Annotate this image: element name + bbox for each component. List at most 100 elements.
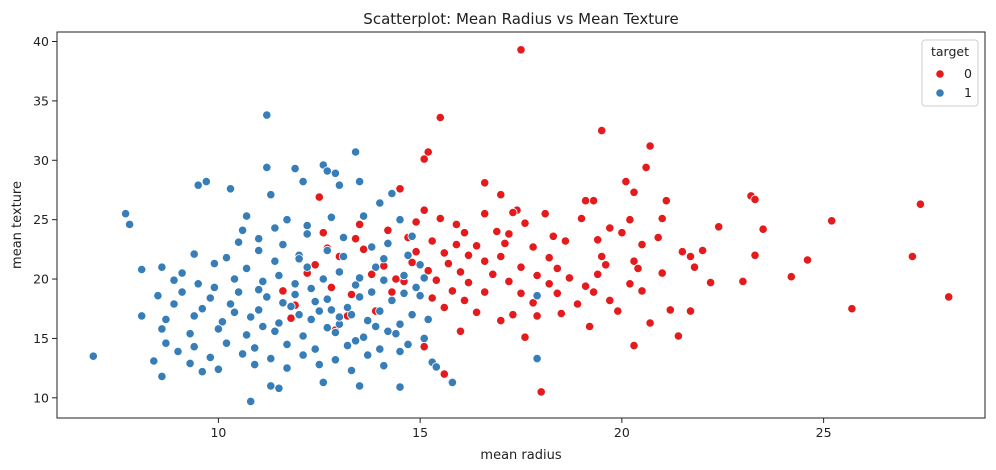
- point-target-0-46: [528, 242, 538, 252]
- point-target-1-151: [229, 307, 240, 317]
- point-target-1-7: [298, 177, 308, 187]
- point-target-1-132: [532, 353, 542, 364]
- legend: target 0 1: [921, 39, 979, 107]
- point-target-1-60: [350, 280, 361, 290]
- point-target-1-76: [225, 299, 236, 309]
- point-target-0-78: [431, 275, 441, 285]
- point-target-1-80: [342, 302, 353, 313]
- point-target-0-40: [758, 224, 768, 234]
- x-tick-label-15: 15: [412, 425, 428, 440]
- point-target-1-154: [310, 296, 320, 307]
- point-target-0-7: [641, 162, 651, 172]
- point-target-0-18: [621, 177, 631, 187]
- point-target-0-3: [645, 141, 655, 151]
- point-target-1-5: [290, 164, 300, 174]
- point-target-1-36: [189, 249, 199, 259]
- y-tick-label-15: 15: [33, 331, 49, 346]
- point-target-0-64: [480, 256, 490, 266]
- point-target-1-134: [197, 367, 207, 377]
- y-axis-ticks: 10 15 20 25 30 35 40: [33, 34, 57, 405]
- point-target-0-105: [685, 306, 696, 316]
- point-target-0-68: [633, 263, 643, 273]
- point-target-0-70: [423, 266, 433, 276]
- point-target-1-70: [354, 292, 365, 302]
- point-target-1-111: [375, 344, 385, 354]
- point-target-1-10: [193, 180, 203, 190]
- point-target-0-35: [492, 226, 502, 237]
- point-target-1-106: [221, 338, 232, 348]
- point-target-1-40: [338, 251, 349, 262]
- point-target-1-25: [254, 234, 264, 244]
- point-target-0-33: [714, 222, 724, 232]
- point-target-1-23: [395, 215, 405, 225]
- point-target-1-69: [322, 294, 332, 304]
- point-target-0-22: [435, 213, 445, 224]
- point-target-0-133: [367, 269, 377, 279]
- point-target-1-112: [403, 339, 413, 349]
- point-target-1-19: [242, 211, 252, 221]
- point-target-0-0: [516, 45, 526, 55]
- point-target-1-116: [238, 349, 248, 359]
- point-target-0-113: [629, 340, 639, 351]
- point-target-0-79: [463, 277, 474, 288]
- point-target-1-110: [342, 340, 353, 351]
- point-target-1-38: [254, 245, 264, 256]
- y-tick-label-10: 10: [33, 390, 49, 405]
- point-target-0-93: [427, 293, 437, 303]
- point-target-1-35: [403, 250, 413, 260]
- point-target-0-115: [439, 369, 449, 379]
- point-target-1-79: [314, 306, 324, 316]
- point-target-1-94: [157, 324, 167, 334]
- point-target-0-65: [516, 262, 526, 272]
- point-target-0-83: [625, 279, 635, 289]
- point-target-1-121: [395, 346, 405, 357]
- point-target-0-58: [629, 256, 639, 266]
- x-axis-ticks: 10 15 20 25: [210, 418, 832, 440]
- point-target-1-152: [209, 282, 219, 292]
- point-target-0-95: [528, 298, 538, 308]
- x-tick-label-20: 20: [614, 425, 630, 440]
- point-target-1-58: [290, 279, 300, 289]
- point-target-1-84: [161, 314, 171, 324]
- point-target-1-131: [431, 362, 441, 372]
- point-target-1-46: [209, 258, 219, 269]
- point-target-0-72: [488, 269, 498, 279]
- plot-frame: [56, 31, 986, 419]
- point-target-0-106: [496, 315, 506, 326]
- point-target-0-90: [588, 287, 599, 297]
- point-target-1-17: [125, 219, 135, 229]
- point-target-1-57: [258, 276, 268, 286]
- point-target-1-96: [213, 324, 223, 334]
- point-target-0-51: [697, 245, 708, 256]
- point-target-1-88: [274, 318, 284, 328]
- point-target-0-134: [310, 260, 320, 270]
- y-tick-label-20: 20: [33, 272, 49, 287]
- point-target-1-118: [298, 350, 308, 360]
- point-target-1-43: [137, 264, 147, 275]
- point-target-0-77: [786, 272, 796, 282]
- point-target-1-135: [266, 381, 276, 391]
- point-target-0-59: [685, 251, 696, 262]
- point-target-1-142: [294, 310, 304, 320]
- point-target-1-13: [334, 180, 344, 190]
- point-target-1-77: [254, 305, 264, 315]
- point-target-0-30: [451, 219, 461, 229]
- point-target-1-30: [407, 231, 417, 241]
- point-target-1-98: [270, 326, 280, 336]
- point-target-0-101: [471, 307, 482, 317]
- point-target-1-141: [246, 396, 256, 406]
- point-target-1-137: [354, 381, 365, 391]
- point-target-0-123: [346, 289, 357, 300]
- point-target-0-104: [613, 306, 623, 316]
- point-target-0-128: [278, 286, 288, 296]
- point-target-1-127: [282, 363, 292, 373]
- point-target-1-26: [238, 225, 248, 235]
- point-target-1-113: [88, 351, 98, 361]
- point-target-1-93: [423, 314, 433, 324]
- point-target-0-111: [520, 332, 530, 342]
- point-target-1-4: [322, 166, 332, 176]
- x-axis-label: mean radius: [480, 448, 561, 463]
- point-target-0-26: [625, 215, 635, 225]
- legend-label-0: 0: [964, 66, 972, 81]
- point-target-1-160: [326, 305, 336, 315]
